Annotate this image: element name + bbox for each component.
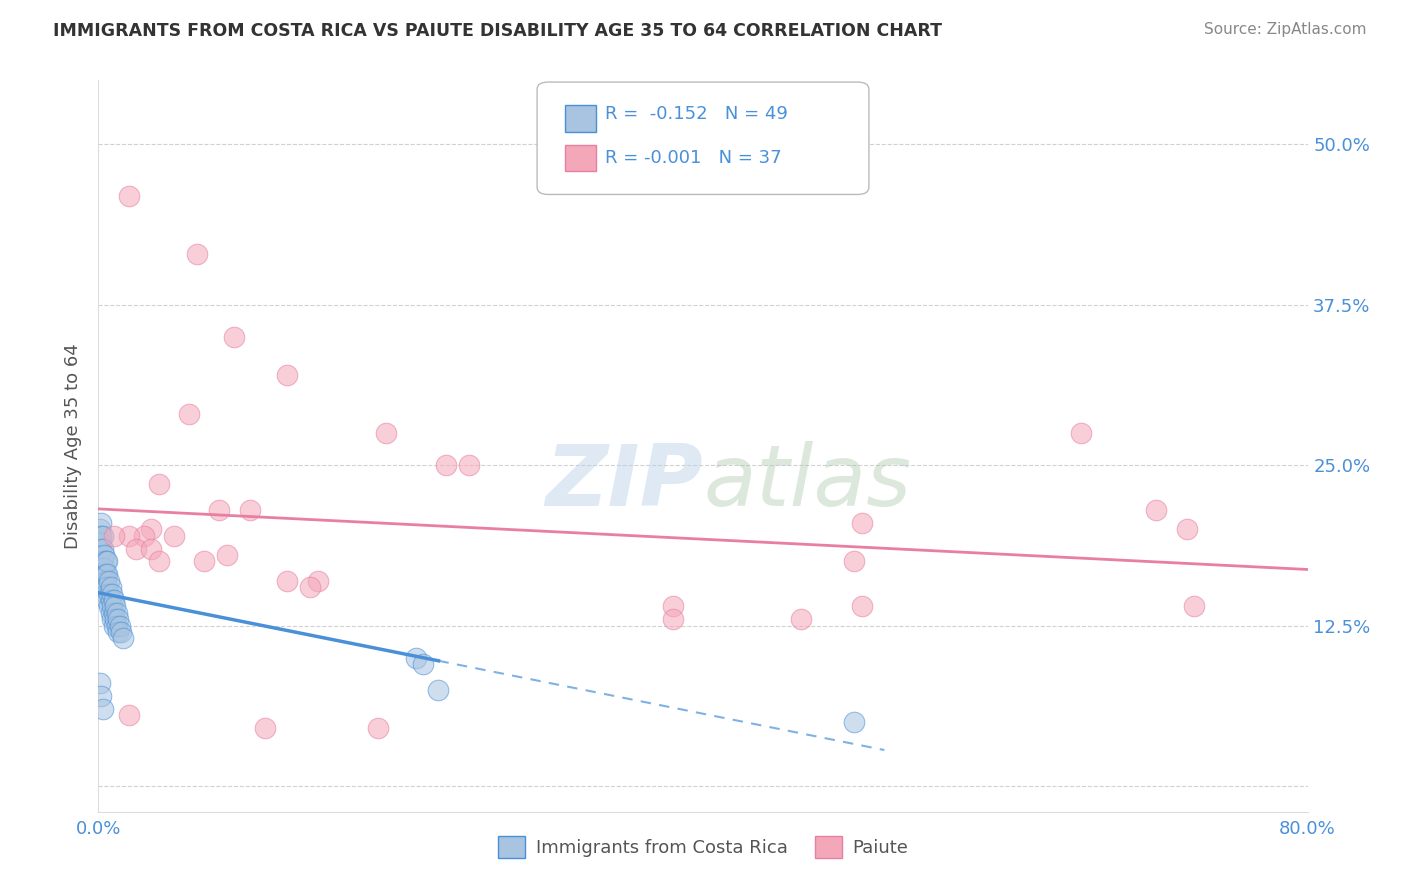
Point — [98, 599, 121, 614]
Point — [276, 368, 298, 383]
Point — [104, 612, 127, 626]
Point — [215, 548, 238, 562]
Point — [118, 708, 141, 723]
Point — [104, 599, 127, 614]
Point — [91, 529, 114, 543]
Point — [101, 599, 124, 614]
Y-axis label: Disability Age 35 to 64: Disability Age 35 to 64 — [65, 343, 83, 549]
Point — [94, 574, 117, 588]
Point — [405, 650, 427, 665]
Point — [110, 625, 132, 640]
Point — [1144, 503, 1167, 517]
Point — [101, 586, 124, 600]
Point — [94, 586, 117, 600]
Legend: Immigrants from Costa Rica, Paiute: Immigrants from Costa Rica, Paiute — [491, 829, 915, 865]
Point — [661, 612, 683, 626]
Point — [103, 529, 125, 543]
Point — [90, 690, 112, 704]
Point — [239, 503, 262, 517]
Point — [100, 580, 122, 594]
Point — [107, 625, 129, 640]
Point — [100, 606, 122, 620]
Point — [434, 458, 457, 473]
Point — [96, 580, 118, 594]
Point — [374, 426, 396, 441]
Point — [111, 632, 134, 646]
Point — [107, 612, 129, 626]
Point — [91, 554, 114, 568]
Point — [141, 523, 163, 537]
Point — [307, 574, 329, 588]
Point — [108, 618, 131, 632]
Point — [103, 593, 125, 607]
Point — [193, 554, 215, 568]
Point — [224, 330, 246, 344]
Point — [103, 606, 125, 620]
Point — [412, 657, 434, 672]
Point — [253, 721, 276, 735]
Point — [148, 477, 170, 491]
Point — [367, 721, 389, 735]
Point — [94, 567, 117, 582]
Point — [96, 567, 118, 582]
Point — [96, 593, 118, 607]
Point — [93, 580, 115, 594]
Point — [91, 702, 114, 716]
Text: atlas: atlas — [703, 441, 911, 524]
Point — [141, 541, 163, 556]
Point — [98, 574, 121, 588]
Point — [91, 541, 114, 556]
Point — [457, 458, 479, 473]
Point — [299, 580, 322, 594]
Point — [790, 612, 813, 626]
Point — [1182, 599, 1205, 614]
Point — [118, 529, 141, 543]
Point — [89, 523, 111, 537]
Text: IMMIGRANTS FROM COSTA RICA VS PAIUTE DISABILITY AGE 35 TO 64 CORRELATION CHART: IMMIGRANTS FROM COSTA RICA VS PAIUTE DIS… — [53, 22, 942, 40]
Text: Source: ZipAtlas.com: Source: ZipAtlas.com — [1204, 22, 1367, 37]
Point — [89, 535, 111, 549]
Point — [844, 714, 866, 729]
Text: R =  -0.152   N = 49: R = -0.152 N = 49 — [605, 105, 787, 123]
Point — [94, 554, 117, 568]
Point — [91, 561, 114, 575]
Point — [208, 503, 231, 517]
Point — [1175, 523, 1198, 537]
Point — [163, 529, 186, 543]
Point — [96, 554, 118, 568]
Point — [186, 246, 208, 260]
Point — [89, 676, 111, 690]
Point — [98, 586, 121, 600]
Point — [101, 612, 124, 626]
Point — [93, 548, 115, 562]
Point — [276, 574, 298, 588]
Point — [90, 529, 112, 543]
Point — [90, 541, 112, 556]
Point — [105, 606, 128, 620]
Point — [1070, 426, 1092, 441]
Point — [93, 567, 115, 582]
Point — [105, 618, 128, 632]
Point — [844, 554, 866, 568]
Point — [851, 599, 873, 614]
Point — [125, 541, 148, 556]
Point — [851, 516, 873, 530]
Point — [100, 593, 122, 607]
Text: R = -0.001   N = 37: R = -0.001 N = 37 — [605, 149, 782, 167]
Point — [661, 599, 683, 614]
Point — [427, 682, 450, 697]
Point — [93, 561, 115, 575]
Point — [148, 554, 170, 568]
Point — [132, 529, 155, 543]
Point — [179, 407, 201, 421]
Point — [118, 188, 141, 202]
Point — [90, 516, 112, 530]
Text: ZIP: ZIP — [546, 441, 703, 524]
Point — [103, 618, 125, 632]
